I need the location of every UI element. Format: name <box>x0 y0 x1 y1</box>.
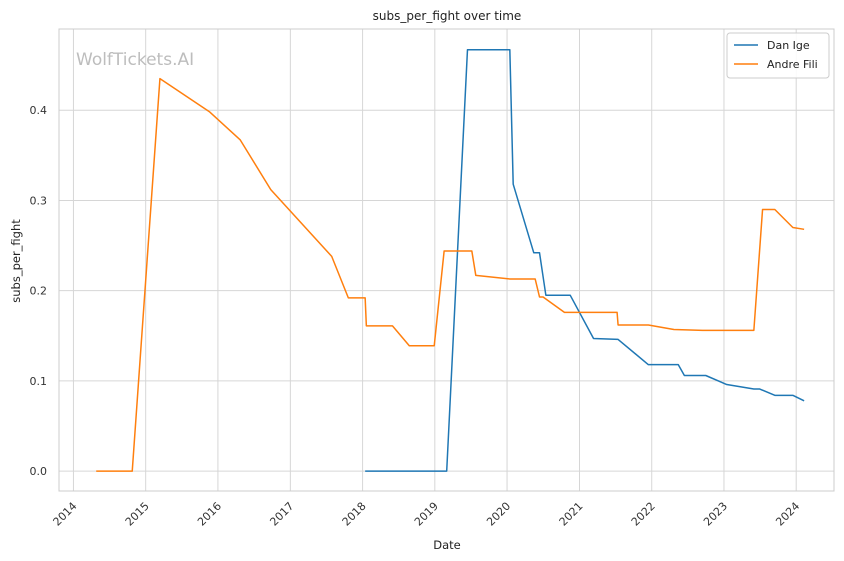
legend-label-andre-fili: Andre Fili <box>767 58 818 71</box>
x-axis-title: Date <box>433 538 461 552</box>
series-lines <box>96 49 805 472</box>
y-axis-title: subs_per_fight <box>9 219 23 303</box>
y-tick-label: 0.3 <box>30 194 48 207</box>
plot-area-frame <box>58 28 835 492</box>
legend: Dan Ige Andre Fili <box>726 32 830 79</box>
y-axis-ticks: 0.0 0.1 0.2 0.3 0.4 <box>30 104 48 478</box>
y-tick-label: 0.1 <box>30 375 48 388</box>
watermark: WolfTickets.AI <box>76 50 194 70</box>
chart-title: subs_per_fight over time <box>373 9 522 23</box>
series-line-dan-ige <box>365 49 805 472</box>
x-axis-ticks: 2014 2015 2016 2017 2018 2019 2020 2021 2022 2023… <box>51 500 803 529</box>
legend-label-dan-ige: Dan Ige <box>767 39 810 52</box>
grid-lines <box>59 29 834 491</box>
y-tick-label: 0.4 <box>30 104 48 117</box>
y-tick-label: 0.2 <box>30 285 48 298</box>
series-line-andre-fili <box>96 77 805 472</box>
y-tick-label: 0.0 <box>30 465 48 478</box>
